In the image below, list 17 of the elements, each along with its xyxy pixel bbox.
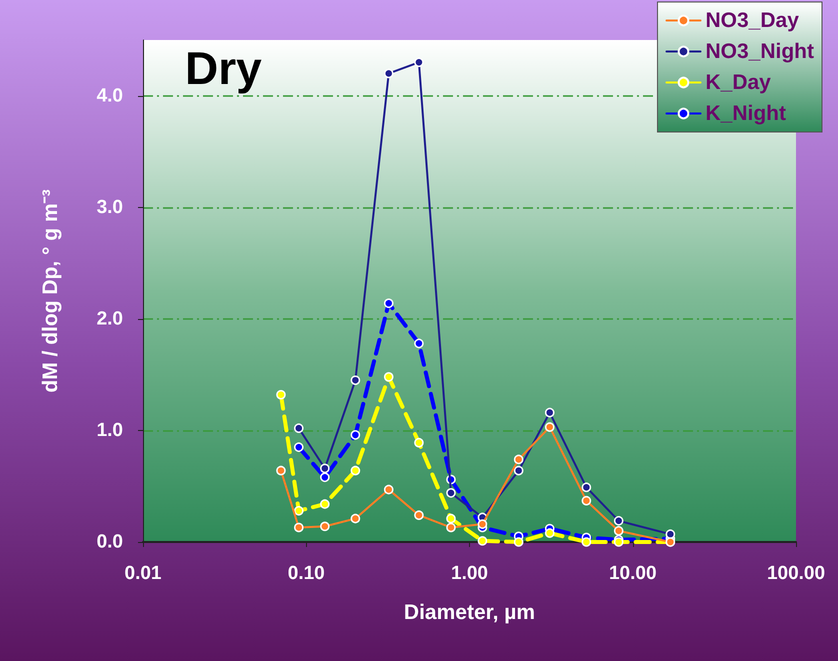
x-tick-label: 100.00	[766, 563, 826, 584]
y-tick-label: 3.0	[96, 196, 123, 218]
y-tick-label: 2.0	[96, 308, 123, 330]
legend-label: K_Night	[705, 102, 786, 125]
legend-label: NO3_Night	[705, 40, 814, 63]
x-tick-label: 1.00	[451, 563, 488, 584]
x-axis-title: Diameter, µm	[404, 601, 536, 624]
y-tick-label: 4.0	[96, 85, 123, 106]
legend-label: NO3_Day	[705, 9, 800, 32]
y-tick-label: 0.0	[96, 532, 123, 552]
x-tick-label: 10.00	[608, 563, 657, 584]
x-tick-label: 0.10	[288, 563, 325, 584]
annotation: Dry	[185, 42, 262, 94]
x-tick-label: 0.01	[124, 563, 162, 584]
y-tick-label: 1.0	[96, 420, 123, 441]
y-axis-title: dM / dlog Dp, ° g m⁻³	[39, 189, 62, 393]
legend-label: K_Day	[705, 71, 772, 94]
